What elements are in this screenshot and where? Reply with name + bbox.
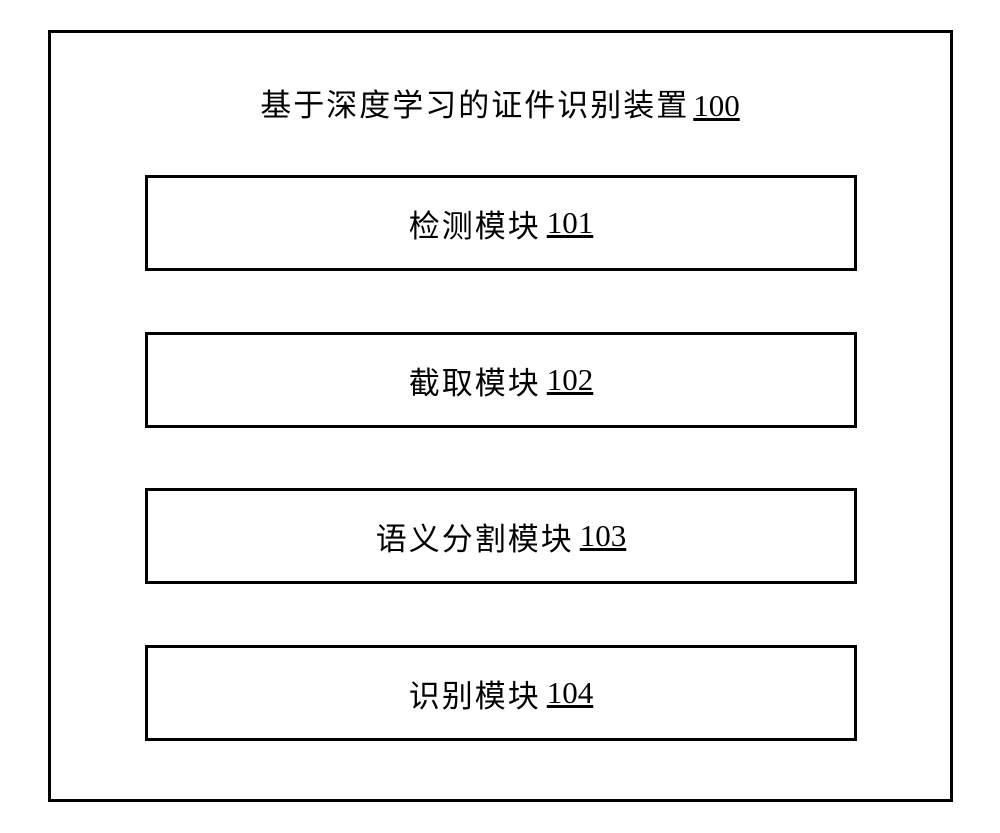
module-block: 语义分割模块103 <box>145 488 857 584</box>
module-block: 截取模块102 <box>145 332 857 428</box>
device-title-ref: 100 <box>693 88 740 123</box>
module-block: 识别模块104 <box>145 645 857 741</box>
device-title: 基于深度学习的证件识别装置100 <box>160 80 840 125</box>
device-title-text: 基于深度学习的证件识别装置 <box>260 88 689 123</box>
module-label: 识别模块 <box>409 671 541 716</box>
module-block: 检测模块101 <box>145 175 857 271</box>
module-ref: 101 <box>547 205 594 241</box>
module-label: 截取模块 <box>409 358 541 403</box>
module-label: 语义分割模块 <box>376 514 574 559</box>
module-ref: 103 <box>580 518 627 554</box>
module-ref: 104 <box>547 675 594 711</box>
module-ref: 102 <box>547 362 594 398</box>
module-label: 检测模块 <box>409 201 541 246</box>
